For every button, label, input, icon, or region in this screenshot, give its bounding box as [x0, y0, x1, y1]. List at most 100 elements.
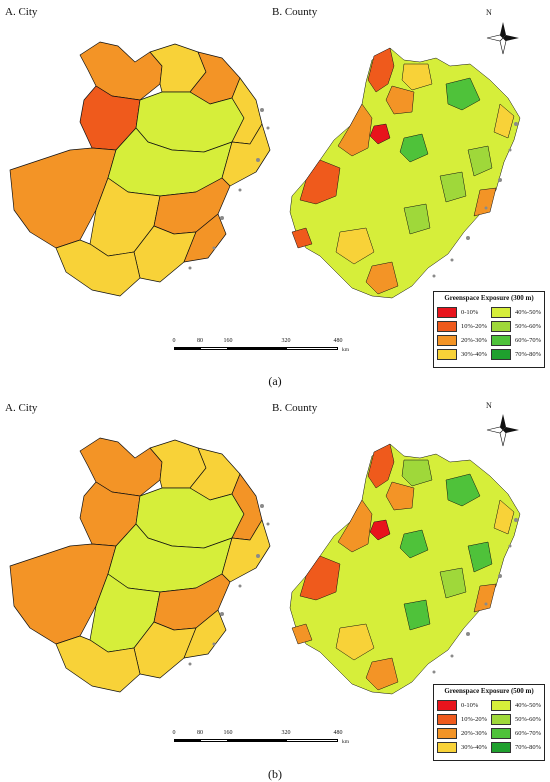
legend-swatch — [491, 335, 511, 346]
county-green-southcentral — [403, 599, 431, 631]
legend-swatch — [437, 321, 457, 332]
legend-title: Greenspace Exposure (300 m) — [444, 294, 534, 302]
county-yellow-north — [401, 63, 433, 91]
scale-segment — [174, 347, 200, 350]
scale-segment — [286, 347, 338, 350]
legend-label: 60%-70% — [515, 337, 541, 344]
scale-bar: 0 80 160 320 480 km — [170, 730, 350, 754]
scale-segment — [286, 739, 338, 742]
scale-segment — [174, 739, 200, 742]
city-map-label: A. City — [5, 402, 38, 414]
legend: Greenspace Exposure (300 m) 0-10% 40%-50… — [433, 291, 545, 368]
county-orange-west-tip — [291, 623, 313, 645]
county-orange-west-tip — [291, 227, 313, 249]
legend-swatch — [437, 307, 457, 318]
county-northwest-red — [367, 443, 395, 489]
county-green-north — [445, 77, 481, 111]
county-green-mid — [439, 171, 467, 203]
legend-item: 50%-60% — [491, 714, 541, 725]
legend-swatch — [491, 714, 511, 725]
city-region-central-north — [135, 91, 245, 153]
legend-swatch — [491, 728, 511, 739]
county-northwest-red — [367, 47, 395, 93]
scale-tick: 80 — [197, 338, 203, 344]
map-canvas-b — [9, 414, 521, 695]
legend-item: 70%-80% — [491, 742, 541, 753]
city-map — [9, 41, 271, 297]
legend-label: 60%-70% — [515, 730, 541, 737]
legend-label: 50%-60% — [515, 323, 541, 330]
legend-item: 30%-40% — [437, 349, 487, 360]
county-orange-coast — [473, 187, 497, 217]
legend-swatch — [491, 321, 511, 332]
city-map-label: A. City — [5, 6, 38, 18]
legend-item: 0-10% — [437, 307, 487, 318]
scale-bar: 0 80 160 320 480 km — [170, 338, 350, 362]
legend-label: 40%-50% — [515, 702, 541, 709]
county-green-east — [467, 541, 493, 573]
legend-label: 20%-30% — [461, 337, 487, 344]
scale-tick: 80 — [197, 730, 203, 736]
county-green-north — [445, 473, 481, 507]
county-green-southcentral — [403, 203, 431, 235]
legend-grid: 0-10% 40%-50% 10%-20% 50%-60% 20%-30% 60… — [437, 307, 541, 360]
legend-item: 30%-40% — [437, 742, 487, 753]
scale-segment — [200, 347, 228, 350]
scale-unit: km — [342, 347, 350, 353]
scale-tick: 480 — [333, 338, 343, 344]
legend-item: 50%-60% — [491, 321, 541, 332]
legend-item: 0-10% — [437, 700, 487, 711]
map-canvas-a — [9, 22, 521, 299]
scale-segment — [200, 739, 228, 742]
legend-item: 40%-50% — [491, 307, 541, 318]
county-islands — [432, 518, 518, 674]
north-arrow-icon — [486, 414, 519, 447]
county-orange-west — [337, 499, 373, 553]
north-label: N — [486, 401, 492, 410]
legend-swatch — [437, 335, 457, 346]
legend-label: 30%-40% — [461, 744, 487, 751]
county-orange-north — [385, 481, 415, 511]
county-orange-coast — [473, 583, 497, 613]
city-region-southern-tip — [55, 239, 141, 297]
scale-tick: 480 — [333, 730, 343, 736]
scale-tick: 160 — [223, 338, 233, 344]
legend-item: 40%-50% — [491, 700, 541, 711]
legend: Greenspace Exposure (500 m) 0-10% 40%-50… — [433, 684, 545, 761]
legend-item: 10%-20% — [437, 714, 487, 725]
city-region-southeast — [183, 609, 227, 659]
legend-swatch — [437, 349, 457, 360]
legend-swatch — [491, 742, 511, 753]
legend-swatch — [491, 307, 511, 318]
legend-item: 60%-70% — [491, 728, 541, 739]
panel-a: A. City B. County — [5, 6, 545, 388]
legend-swatch — [437, 742, 457, 753]
county-yellow-south — [335, 227, 375, 265]
county-map-label: B. County — [272, 402, 318, 414]
legend-swatch — [437, 700, 457, 711]
legend-item: 70%-80% — [491, 349, 541, 360]
legend-label: 70%-80% — [515, 351, 541, 358]
legend-label: 30%-40% — [461, 351, 487, 358]
legend-label: 10%-20% — [461, 716, 487, 723]
city-map — [9, 437, 271, 693]
county-islands — [432, 122, 518, 278]
county-orange-south — [365, 261, 399, 295]
scale-tick: 0 — [172, 338, 176, 344]
scale-segment — [228, 347, 286, 350]
legend-swatch — [491, 349, 511, 360]
legend-swatch — [437, 728, 457, 739]
panel-b: A. City B. County — [0, 396, 550, 782]
legend-label: 20%-30% — [461, 730, 487, 737]
city-islands — [188, 504, 270, 666]
legend-item: 10%-20% — [437, 321, 487, 332]
legend-label: 0-10% — [461, 702, 479, 709]
county-map — [289, 47, 521, 299]
county-map — [289, 443, 521, 695]
scale-tick: 160 — [223, 730, 233, 736]
legend-item: 20%-30% — [437, 335, 487, 346]
scale-tick: 0 — [172, 730, 176, 736]
county-green-central — [399, 133, 429, 163]
county-yellow-east — [493, 103, 515, 139]
legend-title: Greenspace Exposure (500 m) — [444, 687, 534, 695]
